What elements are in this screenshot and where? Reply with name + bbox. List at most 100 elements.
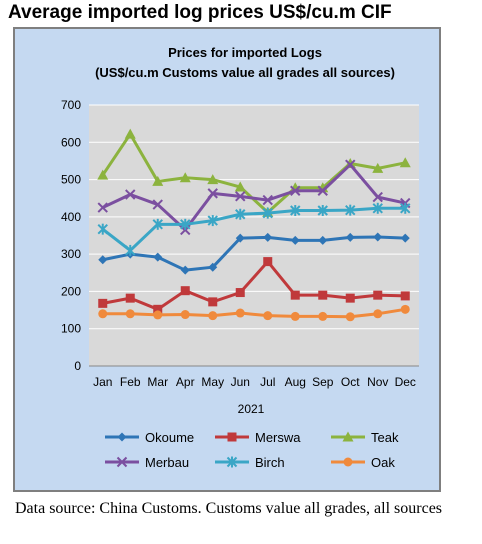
marker-stroke xyxy=(317,185,328,196)
data-point-merbau xyxy=(235,191,246,202)
data-point-merbau xyxy=(152,199,163,210)
marker-stroke xyxy=(125,189,136,200)
legend-item-merbau: Merbau xyxy=(105,455,189,470)
y-tick-label: 300 xyxy=(61,247,81,261)
data-point-okoume xyxy=(400,233,410,243)
data-point-oak xyxy=(318,311,328,321)
marker-stroke xyxy=(152,199,163,210)
legend-item-teak: Teak xyxy=(331,430,399,445)
data-point-birch xyxy=(372,202,383,214)
x-tick-label: Jun xyxy=(231,375,250,389)
x-tick-label: Sep xyxy=(312,375,334,389)
axes: 0 100 200 300 400 500 600 700 Jan Feb Mar Apr May Jun… xyxy=(61,98,419,389)
x-tick-label: Jul xyxy=(260,375,275,389)
marker-stroke xyxy=(372,191,383,203)
x-tick-label: Aug xyxy=(285,375,306,389)
data-point-birch xyxy=(400,202,411,214)
y-tick-label: 700 xyxy=(61,98,81,112)
data-point-teak xyxy=(97,169,109,180)
chart-title: Prices for imported Logs xyxy=(168,45,322,60)
page-heading: Average imported log prices US$/cu.m CIF xyxy=(8,2,392,23)
data-point-oak xyxy=(208,311,218,321)
data-point-okoume xyxy=(180,265,190,275)
data-point-birch xyxy=(290,205,301,217)
data-point-merswa xyxy=(290,290,300,300)
legend-marker xyxy=(227,432,237,442)
marker-stroke xyxy=(116,456,128,468)
data-point-birch xyxy=(152,218,163,230)
data-point-oak xyxy=(98,309,108,319)
data-point-teak xyxy=(124,128,136,139)
data-point-teak xyxy=(372,162,384,173)
data-point-okoume xyxy=(345,232,355,242)
data-point-oak xyxy=(400,304,410,314)
legend-label: Oak xyxy=(371,455,395,470)
series-merswa xyxy=(98,257,410,314)
data-point-merbau xyxy=(290,185,301,196)
data-point-merswa xyxy=(180,286,190,296)
data-point-oak xyxy=(263,311,273,321)
legend-marker xyxy=(343,457,353,467)
y-tick-label: 0 xyxy=(74,359,81,373)
data-point-okoume xyxy=(98,255,108,265)
data-point-okoume xyxy=(235,233,245,243)
data-point-okoume xyxy=(318,235,328,245)
y-tick-label: 100 xyxy=(61,322,81,336)
data-point-merbau xyxy=(262,194,273,206)
data-point-merswa xyxy=(345,293,355,303)
data-point-okoume xyxy=(208,262,218,272)
data-point-birch xyxy=(235,208,246,220)
data-point-merbau xyxy=(207,188,218,199)
x-tick-label: Feb xyxy=(120,375,141,389)
data-point-merbau xyxy=(345,159,356,170)
series-layer xyxy=(97,128,411,322)
data-point-teak xyxy=(207,174,219,185)
legend-label: Merswa xyxy=(255,430,301,445)
data-point-merswa xyxy=(318,290,328,300)
data-point-merbau xyxy=(97,202,108,213)
y-tick-label: 500 xyxy=(61,173,81,187)
x-tick-label: Oct xyxy=(341,375,360,389)
chart-frame: Prices for imported Logs (US$/cu.m Custo… xyxy=(13,27,441,492)
data-point-oak xyxy=(153,310,163,320)
x-axis-title: 2021 xyxy=(238,402,265,416)
y-tick-label: 200 xyxy=(61,284,81,298)
data-point-merswa xyxy=(373,290,383,300)
data-point-merswa xyxy=(153,304,163,314)
data-point-birch xyxy=(207,215,218,227)
marker-stroke xyxy=(235,191,246,202)
series-oak xyxy=(98,304,410,322)
legend-label: Okoume xyxy=(145,430,194,445)
data-point-merswa xyxy=(125,293,135,303)
data-point-birch xyxy=(180,218,191,230)
line-chart: Prices for imported Logs (US$/cu.m Custo… xyxy=(61,45,419,470)
x-tick-label: May xyxy=(201,375,224,389)
legend-marker xyxy=(342,431,354,442)
x-tick-label: Jan xyxy=(93,375,112,389)
legend-item-oak: Oak xyxy=(331,455,395,470)
marker-stroke xyxy=(97,202,108,213)
legend-marker xyxy=(116,456,128,468)
data-point-merswa xyxy=(263,257,273,267)
series-line-okoume xyxy=(102,235,406,272)
data-point-okoume xyxy=(290,235,300,245)
data-point-birch xyxy=(345,204,356,216)
data-point-okoume xyxy=(153,252,163,262)
data-point-oak xyxy=(345,312,355,322)
data-point-birch xyxy=(125,244,136,256)
marker-stroke xyxy=(290,185,301,196)
series-okoume xyxy=(98,232,410,275)
x-tick-label: Mar xyxy=(147,375,168,389)
y-tick-label: 600 xyxy=(61,135,81,149)
data-point-teak xyxy=(399,157,411,168)
data-point-merswa xyxy=(208,297,218,307)
data-point-oak xyxy=(290,311,300,321)
legend-item-birch: Birch xyxy=(215,455,285,470)
chart-subtitle: (US$/cu.m Customs value all grades all s… xyxy=(95,65,395,80)
data-point-merswa xyxy=(400,291,410,301)
legend: Okoume Merswa Teak Merbau Birch Oak xyxy=(105,430,399,470)
data-point-teak xyxy=(152,175,164,186)
legend-label: Merbau xyxy=(145,455,189,470)
legend-label: Birch xyxy=(255,455,285,470)
series-birch xyxy=(97,202,411,256)
